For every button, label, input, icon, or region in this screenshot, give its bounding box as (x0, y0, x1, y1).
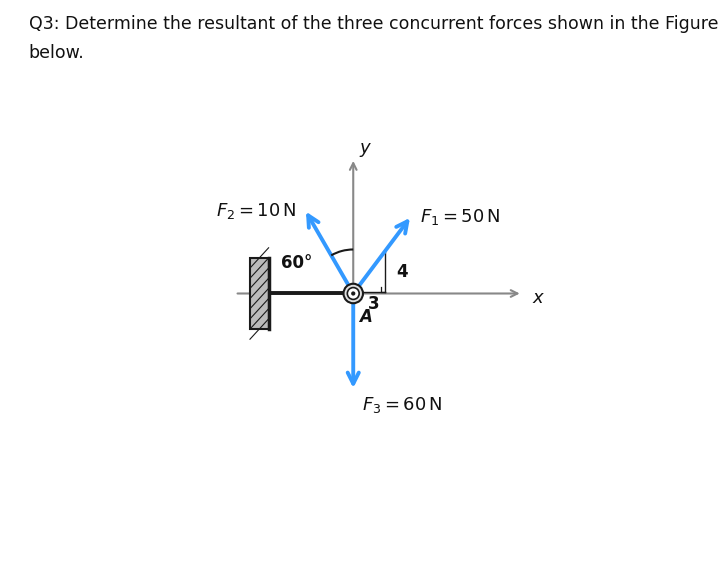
Text: $F_3= 60\,\mathrm{N}$: $F_3= 60\,\mathrm{N}$ (361, 395, 442, 415)
Bar (250, 258, 269, 329)
Text: 3: 3 (368, 295, 379, 312)
Text: 4: 4 (397, 263, 408, 281)
Text: $F_2= 10\,\mathrm{N}$: $F_2= 10\,\mathrm{N}$ (215, 201, 296, 221)
Text: y: y (359, 139, 370, 157)
Circle shape (347, 288, 359, 300)
Circle shape (351, 291, 356, 295)
Text: x: x (533, 289, 544, 307)
Text: A: A (359, 308, 372, 326)
Text: 60°: 60° (281, 254, 312, 272)
Text: below.: below. (29, 44, 84, 62)
Text: Q3: Determine the resultant of the three concurrent forces shown in the Figure: Q3: Determine the resultant of the three… (29, 15, 719, 33)
Text: $F_1= 50\,\mathrm{N}$: $F_1= 50\,\mathrm{N}$ (420, 207, 500, 228)
Circle shape (343, 284, 363, 303)
